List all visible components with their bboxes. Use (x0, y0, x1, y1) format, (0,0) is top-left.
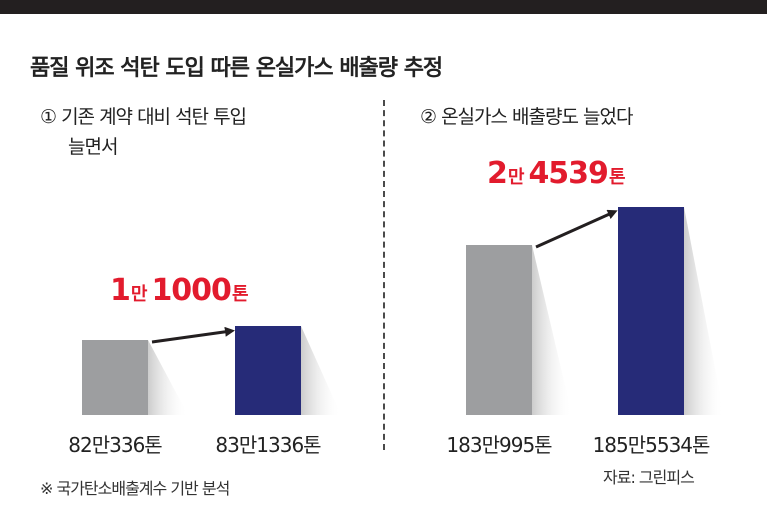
left-bar-before-label: 82만336톤 (68, 433, 162, 457)
left-bar-after-shadow (301, 326, 341, 415)
left-subtitle-line2: 늘면서 (68, 136, 118, 158)
left-subtitle-line1: ① 기존 계약 대비 석탄 투입 (40, 106, 247, 128)
left-increase-arrow (151, 326, 235, 344)
right-diff-label: 2만 4539톤 (487, 156, 625, 191)
left-diff-label: 1만 1000톤 (110, 273, 248, 308)
right-bar-after-shadow (684, 207, 724, 415)
right-bar-after (618, 207, 684, 415)
right-diff-small1: 만 (508, 167, 525, 188)
left-bar-before (82, 340, 148, 415)
right-bar-before-shadow (532, 245, 572, 415)
left-bar-after-label: 83만1336톤 (215, 433, 321, 457)
left-diff-small2: 톤 (232, 284, 248, 305)
page-title: 품질 위조 석탄 도입 따른 온실가스 배출량 추정 (30, 56, 443, 81)
footnote: ※ 국가탄소배출계수 기반 분석 (40, 479, 230, 498)
left-diff-big1: 1 (110, 273, 130, 308)
top-bar (0, 0, 767, 14)
right-subtitle-line1: ② 온실가스 배출량도 늘었다 (420, 106, 633, 128)
left-diff-small1: 만 (131, 284, 148, 305)
panel-divider (383, 100, 385, 450)
right-diff-big1: 2 (487, 156, 507, 191)
left-bar-before-shadow (148, 340, 188, 415)
right-diff-small2: 톤 (609, 167, 625, 188)
left-bar-after (235, 326, 301, 415)
source-credit: 자료: 그린피스 (603, 468, 695, 487)
left-diff-big2: 1000 (151, 273, 231, 308)
right-bar-before-label: 183만995톤 (446, 433, 552, 457)
right-bar-before (466, 245, 532, 415)
right-bar-after-label: 185만5534톤 (593, 433, 710, 457)
right-increase-arrow (535, 209, 618, 249)
right-diff-big2: 4539 (528, 156, 608, 191)
